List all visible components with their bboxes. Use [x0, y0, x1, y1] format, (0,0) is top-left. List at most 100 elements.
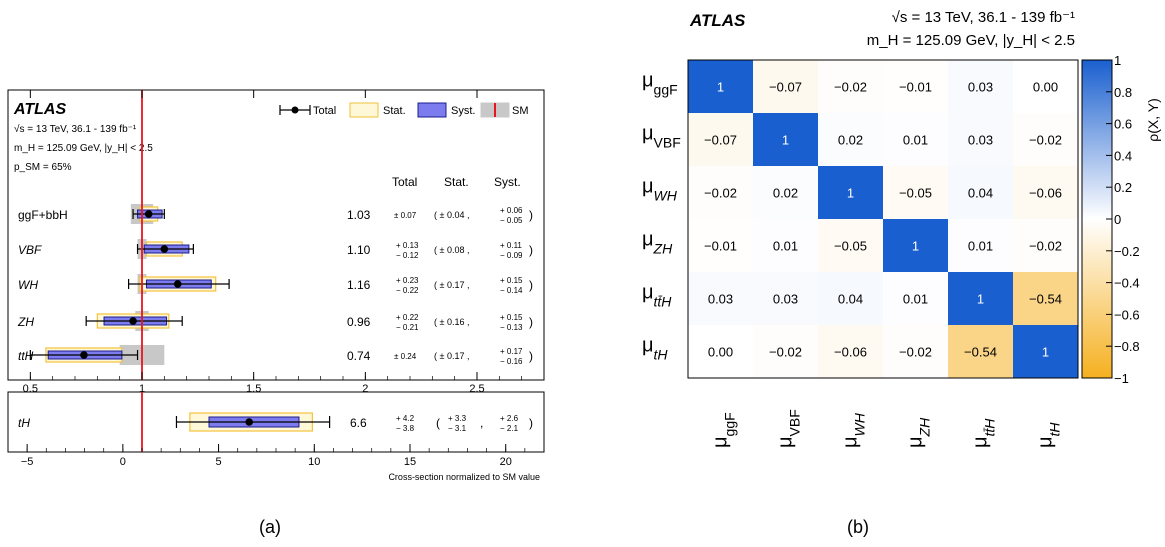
heatmap-cell-value: 0.00 — [1033, 80, 1058, 95]
row-stat-paren-open: ( — [436, 416, 440, 430]
row-label: VBF — [18, 243, 42, 257]
heatmap-cell — [818, 113, 883, 166]
x-tick-label: 15 — [404, 456, 416, 468]
row-stat-unc-up: + 3.3 — [448, 414, 467, 423]
heatmap-cell — [753, 325, 818, 378]
heatmap-cell — [1013, 272, 1078, 325]
heatmap-cell — [1013, 113, 1078, 166]
heatmap-cell — [948, 60, 1013, 113]
central-value-marker — [173, 280, 182, 288]
heatmap-cells: 1 −0.07 −0.02 −0.01 0.03 0.00 −0.07 1 0.02 0.01 0.… — [688, 60, 1078, 378]
heatmap-cell — [753, 272, 818, 325]
row-syst-unc-down: − 0.14 — [500, 286, 523, 295]
central-value-marker — [245, 418, 253, 426]
heatmap-cell-value: −0.06 — [834, 345, 867, 360]
panel-a-main-marks: ggF+bbH 1.03 ± 0.07 ( ± 0.04 , + 0.06− 0.05)… — [17, 90, 533, 395]
row-total-unc-down: − 0.21 — [396, 323, 419, 332]
row-syst-unc-up: + 0.15 — [500, 313, 523, 322]
heatmap-cell — [818, 272, 883, 325]
row-stat-comma: , — [480, 416, 483, 430]
row-syst-unc-up: + 0.11 — [500, 241, 522, 250]
heatmap-cell — [688, 60, 753, 113]
heatmap-cell — [688, 272, 753, 325]
x-tick-label: 20 — [500, 456, 512, 468]
heatmap-cell-value: 0.03 — [968, 133, 993, 148]
heatmap-cell-value: −0.07 — [704, 133, 737, 148]
panel-a-atlas-label: ATLAS — [13, 101, 66, 118]
legend-total-marker — [291, 106, 299, 114]
heatmap-cell — [883, 113, 948, 166]
row-label: ttH — [18, 349, 34, 363]
row-syst-paren-close: ) — [529, 278, 533, 292]
heatmap-row-label: μggF — [642, 70, 678, 98]
heatmap-cell-value: 1 — [977, 292, 984, 307]
row-total-unc-up: + 0.22 — [396, 313, 419, 322]
heatmap-cell-value: 0.04 — [838, 292, 863, 307]
legend-stat-swatch — [349, 102, 379, 118]
heatmap-cell-value: 0.04 — [968, 186, 993, 201]
row-syst-unc-up: + 0.06 — [500, 206, 523, 215]
row-total-unc-down: − 3.8 — [396, 424, 415, 433]
heatmap-row-label: μVBF — [642, 123, 681, 151]
panel-b-mass-label: m_H = 125.09 GeV, |y_H| < 2.5 — [867, 32, 1075, 49]
row-syst-unc-up: + 2.6 — [500, 414, 519, 423]
row-total-unc-up: + 0.13 — [396, 241, 419, 250]
row-total-unc-down: − 0.12 — [396, 251, 419, 260]
heatmap-cell-value: −0.05 — [899, 186, 932, 201]
heatmap-cell-value: −0.07 — [769, 80, 802, 95]
heatmap-cell — [818, 60, 883, 113]
heatmap-cell-value: 0.03 — [708, 292, 733, 307]
heatmap-cell-value: 0.02 — [838, 133, 863, 148]
row-total-unc-down: − 0.22 — [396, 286, 419, 295]
heatmap-cell-value: −0.02 — [769, 345, 802, 360]
heatmap-cell — [818, 219, 883, 272]
row-syst-unc-up: + 0.15 — [500, 276, 523, 285]
heatmap-cell-value: 0.01 — [773, 239, 798, 254]
heatmap-cell — [753, 166, 818, 219]
heatmap-cell — [883, 60, 948, 113]
panel-a-xlabel: Cross-section normalized to SM value — [388, 472, 540, 482]
heatmap-cell — [1013, 325, 1078, 378]
row-syst-unc-down: − 0.09 — [500, 251, 523, 260]
x-tick-label: 2 — [362, 383, 368, 395]
central-value-marker — [129, 317, 137, 325]
row-syst-paren-close: ) — [529, 208, 533, 222]
heatmap-cell-value: 0.01 — [903, 292, 928, 307]
heatmap-cell — [948, 325, 1013, 378]
row-value: 0.74 — [347, 349, 371, 363]
x-tick-label: 0.5 — [23, 383, 38, 395]
heatmap-cell-value: 1 — [717, 80, 724, 95]
colorbar-tick-label: 0.4 — [1114, 148, 1132, 163]
colorbar-tick-label: 0 — [1114, 212, 1121, 227]
x-tick-label: 0 — [120, 456, 126, 468]
heatmap-cell — [948, 113, 1013, 166]
heatmap-cell-value: −0.54 — [1029, 292, 1062, 307]
heatmap-row-label: μWH — [642, 176, 678, 204]
heatmap-col-label: μWH — [840, 412, 868, 448]
colorbar-tick-label: 1 — [1114, 53, 1121, 68]
heatmap-col-label: μVBF — [775, 409, 803, 448]
row-value: 1.10 — [347, 243, 371, 257]
colorbar-tick-label: 0.8 — [1114, 85, 1132, 100]
row-syst-paren-close: ) — [529, 243, 533, 257]
colorbar-label: ρ(X, Y) — [1145, 98, 1161, 142]
col-header-stat: Stat. — [444, 175, 469, 189]
legend-total-label: Total — [313, 105, 336, 117]
panel-a-legend: Total Stat. Syst. SM — [279, 102, 529, 118]
legend-syst-swatch — [417, 102, 447, 118]
panel-b-atlas-label: ATLAS — [689, 11, 746, 30]
heatmap-cell — [688, 166, 753, 219]
heatmap-cell-value: 0.03 — [773, 292, 798, 307]
heatmap-cell — [883, 166, 948, 219]
heatmap-cell — [688, 113, 753, 166]
panel-a-psm-label: p_SM = 65% — [14, 162, 72, 173]
heatmap-cell — [948, 219, 1013, 272]
heatmap-cell-value: 0.03 — [968, 80, 993, 95]
heatmap-row-label: μtt̄H — [642, 282, 672, 310]
colorbar-tick-label: −1 — [1114, 371, 1129, 386]
panel-a-energy-label: √s = 13 TeV, 36.1 - 139 fb⁻¹ — [14, 123, 137, 135]
heatmap-cell — [1013, 219, 1078, 272]
heatmap-cell — [883, 325, 948, 378]
heatmap-cell-value: −0.06 — [1029, 186, 1062, 201]
